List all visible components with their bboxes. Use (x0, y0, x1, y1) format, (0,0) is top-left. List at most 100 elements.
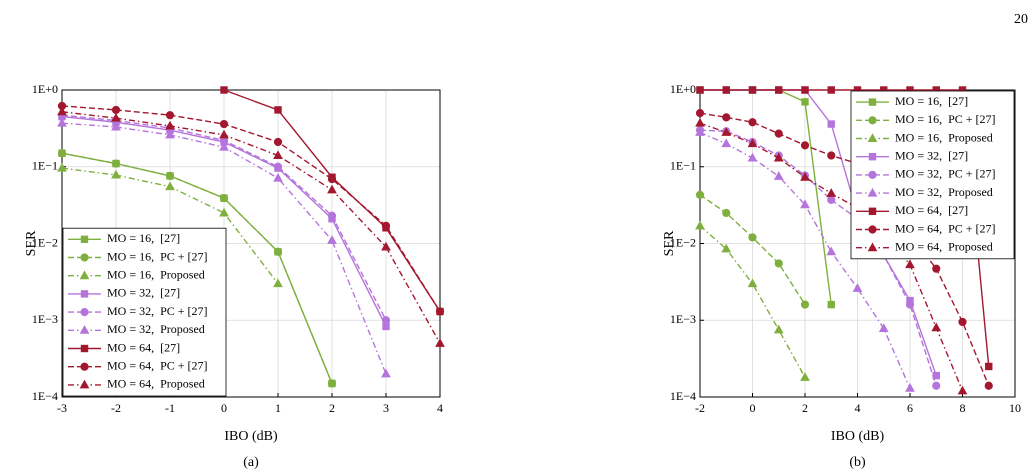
marker (111, 105, 121, 115)
marker (273, 137, 283, 147)
marker (800, 300, 810, 309)
marker (722, 113, 731, 122)
marker (773, 324, 784, 334)
marker (695, 220, 705, 230)
series-line (700, 89, 832, 305)
marker (748, 233, 757, 242)
marker (695, 190, 705, 199)
legend-label: MO = 16, Proposed (107, 267, 205, 281)
x-tick-label: 0 (750, 401, 756, 415)
marker (722, 208, 731, 218)
marker (721, 138, 732, 148)
legend-label: MO = 32, [27] (895, 148, 968, 162)
y-tick-label: 1E+0 (32, 82, 58, 96)
x-tick-label: 4 (437, 401, 443, 415)
marker (381, 368, 391, 378)
x-tick-label: 2 (329, 401, 335, 415)
marker (273, 162, 283, 171)
marker (219, 194, 229, 203)
x-tick-label: 4 (855, 401, 861, 415)
marker (57, 162, 67, 172)
marker (985, 362, 993, 371)
marker (57, 106, 67, 116)
series-line (61, 152, 333, 384)
x-tick-label: 1 (275, 401, 281, 415)
marker (327, 184, 337, 194)
marker (905, 259, 915, 269)
legend-label: MO = 32, Proposed (895, 185, 993, 199)
marker (695, 117, 705, 127)
y-tick-label: 1E−3 (32, 312, 58, 326)
marker (747, 138, 758, 148)
series-line (61, 111, 441, 344)
marker (827, 120, 835, 128)
marker (381, 241, 391, 251)
marker (775, 86, 783, 94)
legend-label: MO = 32, PC + [27] (895, 167, 996, 181)
y-tick-label: 1E−1 (32, 159, 58, 173)
legend-label: MO = 64, PC + [27] (895, 221, 996, 235)
marker (327, 379, 337, 388)
x-tick-label: 6 (907, 401, 913, 415)
legend: MO = 16, [27] MO = 16, PC + [27] MO = 16, … (62, 227, 227, 397)
legend-label: MO = 32, [27] (107, 286, 180, 300)
marker (273, 278, 283, 288)
marker (57, 149, 67, 158)
marker (165, 111, 175, 120)
marker (747, 278, 758, 288)
x-tick-label: 0 (221, 401, 227, 415)
marker (435, 307, 445, 316)
legend-label: MO = 64, Proposed (107, 377, 205, 391)
marker (800, 141, 810, 150)
marker (111, 169, 121, 179)
series-line (700, 89, 990, 367)
marker (800, 372, 810, 381)
y-tick-label: 1E−2 (32, 235, 58, 249)
marker (868, 170, 877, 179)
marker (905, 383, 915, 392)
marker (696, 86, 704, 94)
y-tick-label: 1E+0 (670, 82, 696, 96)
marker (219, 207, 229, 217)
marker (984, 381, 993, 390)
marker (721, 127, 732, 136)
x-tick-label: -1 (165, 401, 175, 415)
marker (80, 290, 89, 298)
marker (79, 270, 90, 280)
marker (868, 153, 877, 161)
series-line (699, 225, 806, 378)
marker (774, 259, 783, 268)
marker (957, 385, 968, 395)
legend-label: MO = 64, PC + [27] (107, 358, 208, 372)
marker (827, 86, 835, 94)
marker (852, 283, 863, 292)
marker (827, 300, 835, 309)
page-number: 20 (1014, 12, 1028, 27)
marker (905, 300, 915, 309)
marker (774, 129, 783, 138)
marker (826, 188, 837, 197)
marker (80, 344, 89, 353)
marker (165, 181, 175, 191)
marker (381, 316, 391, 325)
x-tick-label: -3 (57, 401, 67, 415)
marker (80, 235, 89, 244)
legend: MO = 16, [27] MO = 16, PC + [27] MO = 16, … (850, 90, 1015, 260)
series-line (61, 105, 441, 312)
caption: (b) (849, 455, 866, 470)
marker (932, 264, 941, 273)
marker (80, 362, 89, 371)
marker (219, 119, 229, 129)
marker (695, 109, 705, 118)
legend-label: MO = 64, [27] (107, 340, 180, 354)
marker (79, 379, 90, 389)
marker (722, 86, 730, 94)
marker (867, 133, 878, 142)
marker (931, 322, 942, 332)
y-tick-label: 1E−3 (670, 312, 696, 326)
marker (80, 253, 89, 262)
x-tick-label: 3 (383, 401, 389, 415)
legend-label: MO = 32, PC + [27] (107, 304, 208, 318)
marker (327, 235, 337, 244)
